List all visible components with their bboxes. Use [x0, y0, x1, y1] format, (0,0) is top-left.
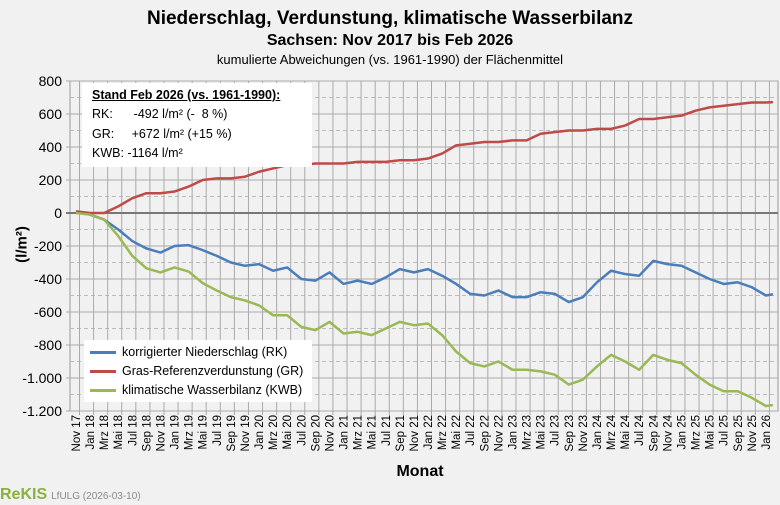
legend-label-rk: korrigierter Niederschlag (RK)	[122, 345, 288, 359]
x-tick-label: Mai 25	[705, 415, 717, 450]
rekis-logo: ReKIS	[0, 486, 48, 503]
x-tick-label: Nov 20	[324, 415, 336, 451]
x-tick-label: Mai 24	[620, 414, 632, 449]
legend: korrigierter Niederschlag (RK) Gras-Refe…	[84, 340, 312, 402]
x-tick-label: Mrz 25	[691, 415, 703, 450]
source-label: LfULG (2026-03-10)	[51, 491, 141, 502]
x-tick-label: Jul 18	[127, 415, 139, 446]
x-tick-label: Nov 22	[493, 415, 505, 451]
y-tick-label: -800	[34, 337, 62, 353]
x-tick-label: Jan 20	[254, 415, 266, 450]
y-tick-label: 0	[54, 205, 62, 221]
x-tick-label: Nov 23	[578, 415, 590, 451]
x-tick-label: Mrz 19	[184, 415, 196, 450]
chart-subtitle: Sachsen: Nov 2017 bis Feb 2026	[266, 32, 514, 49]
x-tick-label: Jan 19	[170, 415, 182, 450]
x-tick-label: Jul 21	[381, 415, 393, 446]
y-tick-label: -1.000	[22, 370, 62, 386]
legend-label-kwb: klimatische Wasserbilanz (KWB)	[122, 383, 303, 397]
y-tick-label: -1.200	[22, 403, 62, 419]
x-tick-label: Jan 26	[761, 415, 773, 450]
x-tick-label: Mai 21	[367, 415, 379, 450]
x-tick-label: Nov 21	[409, 415, 421, 451]
summary-box: Stand Feb 2026 (vs. 1961-1990): RK: -492…	[82, 83, 312, 167]
y-axis-label: (l/m²)	[13, 226, 31, 263]
x-tick-label: Mai 22	[451, 415, 463, 450]
x-tick-label: Sep 25	[733, 415, 745, 451]
x-tick-label: Jul 22	[465, 415, 477, 446]
chart-title: Niederschlag, Verdunstung, klimatische W…	[146, 8, 634, 29]
legend-swatch-rk	[90, 350, 116, 354]
x-tick-label: Jan 25	[676, 415, 688, 450]
y-tick-label: 200	[39, 172, 63, 188]
legend-label-gr: Gras-Referenzverdunstung (GR)	[122, 364, 304, 378]
y-tick-label: -400	[34, 271, 62, 287]
x-tick-label: Nov 24	[662, 414, 674, 451]
x-tick-label: Sep 24	[648, 414, 660, 451]
x-tick-label: Sep 23	[564, 415, 576, 451]
x-tick-label: Jul 24	[634, 414, 646, 445]
legend-swatch-gr	[90, 369, 116, 373]
x-tick-label: Jul 20	[296, 415, 308, 446]
x-axis-label: Monat	[396, 463, 444, 480]
footer: ReKIS LfULG (2026-03-10)	[0, 486, 141, 504]
x-tick-label: Mrz 24	[606, 414, 618, 450]
x-tick-label: Mrz 18	[99, 415, 111, 450]
y-tick-label: 800	[39, 73, 63, 89]
x-tick-label: Jul 25	[719, 415, 731, 446]
x-tick-label: Nov 25	[747, 415, 759, 451]
legend-item-gr: Gras-Referenzverdunstung (GR)	[90, 362, 303, 380]
x-tick-label: Sep 22	[479, 415, 491, 451]
x-tick-label: Sep 18	[141, 415, 153, 451]
summary-heading: Stand Feb 2026 (vs. 1961-1990):	[92, 88, 281, 102]
x-tick-label: Sep 21	[395, 415, 407, 451]
x-tick-label: Sep 19	[226, 415, 238, 451]
x-tick-label: Mrz 20	[268, 415, 280, 450]
summary-kwb: KWB: -1164 l/m²	[92, 146, 183, 160]
x-tick-label: Jan 23	[507, 415, 519, 450]
x-tick-label: Jul 23	[550, 415, 562, 446]
x-tick-label: Nov 17	[71, 415, 83, 451]
x-tick-label: Mrz 22	[437, 415, 449, 450]
x-tick-label: Jan 21	[339, 415, 351, 450]
summary-gr: GR: +672 l/m² (+15 %)	[92, 127, 232, 141]
x-tick-label: Mai 23	[536, 415, 548, 450]
legend-item-kwb: klimatische Wasserbilanz (KWB)	[90, 381, 302, 399]
x-tick-label: Jan 22	[423, 415, 435, 450]
x-tick-label: Jan 18	[85, 415, 97, 450]
x-tick-label: Mrz 23	[522, 415, 534, 450]
series-line-rk	[75, 210, 774, 304]
x-tick-label: Jul 19	[212, 415, 224, 446]
legend-item-rk: korrigierter Niederschlag (RK)	[90, 343, 287, 361]
x-tick-label: Mai 18	[113, 415, 125, 450]
x-tick-label: Mrz 21	[353, 415, 365, 450]
y-tick-label: -600	[34, 304, 62, 320]
x-tick-label: Jan 24	[592, 414, 604, 449]
series-line-kwb	[75, 211, 774, 408]
series-line-gr	[75, 100, 774, 215]
y-tick-label: 600	[39, 106, 63, 122]
x-tick-label: Nov 18	[155, 415, 167, 451]
summary-rk: RK: -492 l/m² (- 8 %)	[92, 107, 228, 121]
legend-swatch-kwb	[90, 388, 116, 392]
chart-description: kumulierte Abweichungen (vs. 1961-1990) …	[216, 52, 564, 67]
y-tick-label: -200	[34, 238, 62, 254]
x-tick-label: Mai 19	[198, 415, 210, 450]
y-tick-label: 400	[39, 139, 63, 155]
x-tick-label: Mai 20	[282, 415, 294, 450]
x-tick-label: Nov 19	[240, 415, 252, 451]
x-tick-label: Sep 20	[310, 415, 322, 451]
